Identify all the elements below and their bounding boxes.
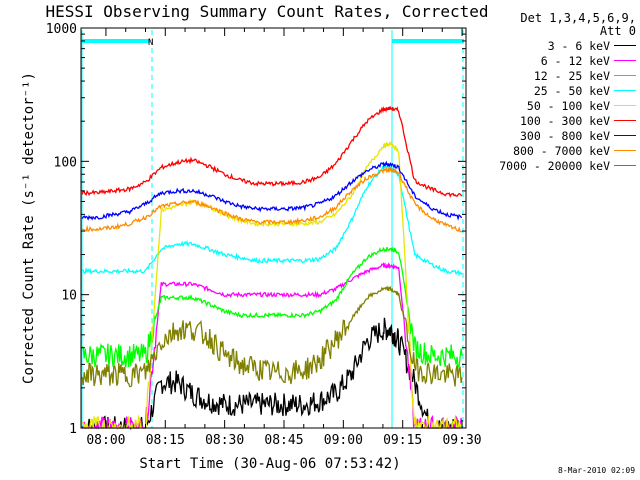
marker-n: N [148, 38, 153, 48]
legend-item: 3 - 6 keV [486, 38, 636, 53]
legend-label: 25 - 50 keV [533, 83, 610, 98]
legend-label: 3 - 6 keV [547, 38, 610, 53]
x-tick-label: 08:15 [146, 433, 185, 448]
series-line-800-7000-kev [81, 166, 463, 233]
y-tick-label: 10 [61, 289, 77, 304]
legend-item: 6 - 12 keV [486, 53, 636, 68]
legend-swatch [614, 105, 636, 106]
legend-label: 12 - 25 keV [533, 68, 610, 83]
legend: Det 1,3,4,5,6,9, Att 0 3 - 6 keV 6 - 12 k… [486, 12, 636, 173]
legend-label: 100 - 300 keV [519, 113, 610, 128]
x-axis-label: Start Time (30-Aug-06 07:53:42) [139, 456, 400, 472]
legend-item: 300 - 800 keV [486, 128, 636, 143]
legend-label: 300 - 800 keV [519, 128, 610, 143]
x-tick-label: 09:30 [442, 433, 481, 448]
legend-item: 800 - 7000 keV [486, 143, 636, 158]
x-tick-label: 09:00 [324, 433, 363, 448]
axes: 1 10 100 1000 08:00 08:15 08:30 08:45 09:00 09:15… [46, 22, 482, 448]
series-line-3-6-kev [81, 317, 463, 431]
series-line-25-50-kev [82, 164, 463, 277]
legend-label: 50 - 100 keV [526, 98, 610, 113]
legend-item: 7000 - 20000 keV [486, 158, 636, 173]
legend-swatch [614, 45, 636, 46]
y-axis-label: Corrected Count Rate (s⁻¹ detector⁻¹) [21, 72, 37, 384]
legend-item: 12 - 25 keV [486, 68, 636, 83]
x-tick-label: 08:00 [86, 433, 125, 448]
observing-bars [81, 30, 464, 428]
series-line-12-25-kev [81, 246, 463, 370]
chart-title: HESSI Observing Summary Count Rates, Cor… [45, 2, 488, 21]
y-tick-label: 1 [69, 422, 77, 437]
legend-item: 50 - 100 keV [486, 98, 636, 113]
legend-header-line-2: Att 0 [599, 24, 636, 38]
plot-frame [80, 27, 467, 429]
x-tick-label: 08:30 [205, 433, 244, 448]
legend-swatch [614, 75, 636, 76]
y-tick-label: 1000 [46, 22, 77, 37]
x-tick-label: 08:45 [264, 433, 303, 448]
series-layer [81, 105, 463, 431]
y-tick-label: 100 [54, 155, 77, 170]
x-tick-label: 09:15 [383, 433, 422, 448]
legend-swatch [614, 60, 636, 61]
legend-header-line-1: Det 1,3,4,5,6,9, [520, 11, 636, 25]
series-line-6-12-kev [82, 262, 463, 430]
legend-item: 100 - 300 keV [486, 113, 636, 128]
legend-swatch [614, 150, 636, 151]
series-line-100-300-kev [81, 105, 463, 198]
timestamp: 8-Mar-2010 02:09 [558, 466, 636, 475]
legend-item: 25 - 50 keV [486, 83, 636, 98]
series-line-300-800-kev [81, 160, 463, 221]
legend-swatch [614, 135, 636, 136]
legend-label: 6 - 12 keV [540, 53, 610, 68]
series-line-7000-20000-kev [81, 285, 463, 388]
legend-swatch [614, 120, 636, 121]
legend-label: 800 - 7000 keV [513, 143, 610, 158]
legend-swatch [614, 90, 636, 91]
legend-swatch [614, 165, 636, 166]
legend-label: 7000 - 20000 keV [499, 158, 610, 173]
